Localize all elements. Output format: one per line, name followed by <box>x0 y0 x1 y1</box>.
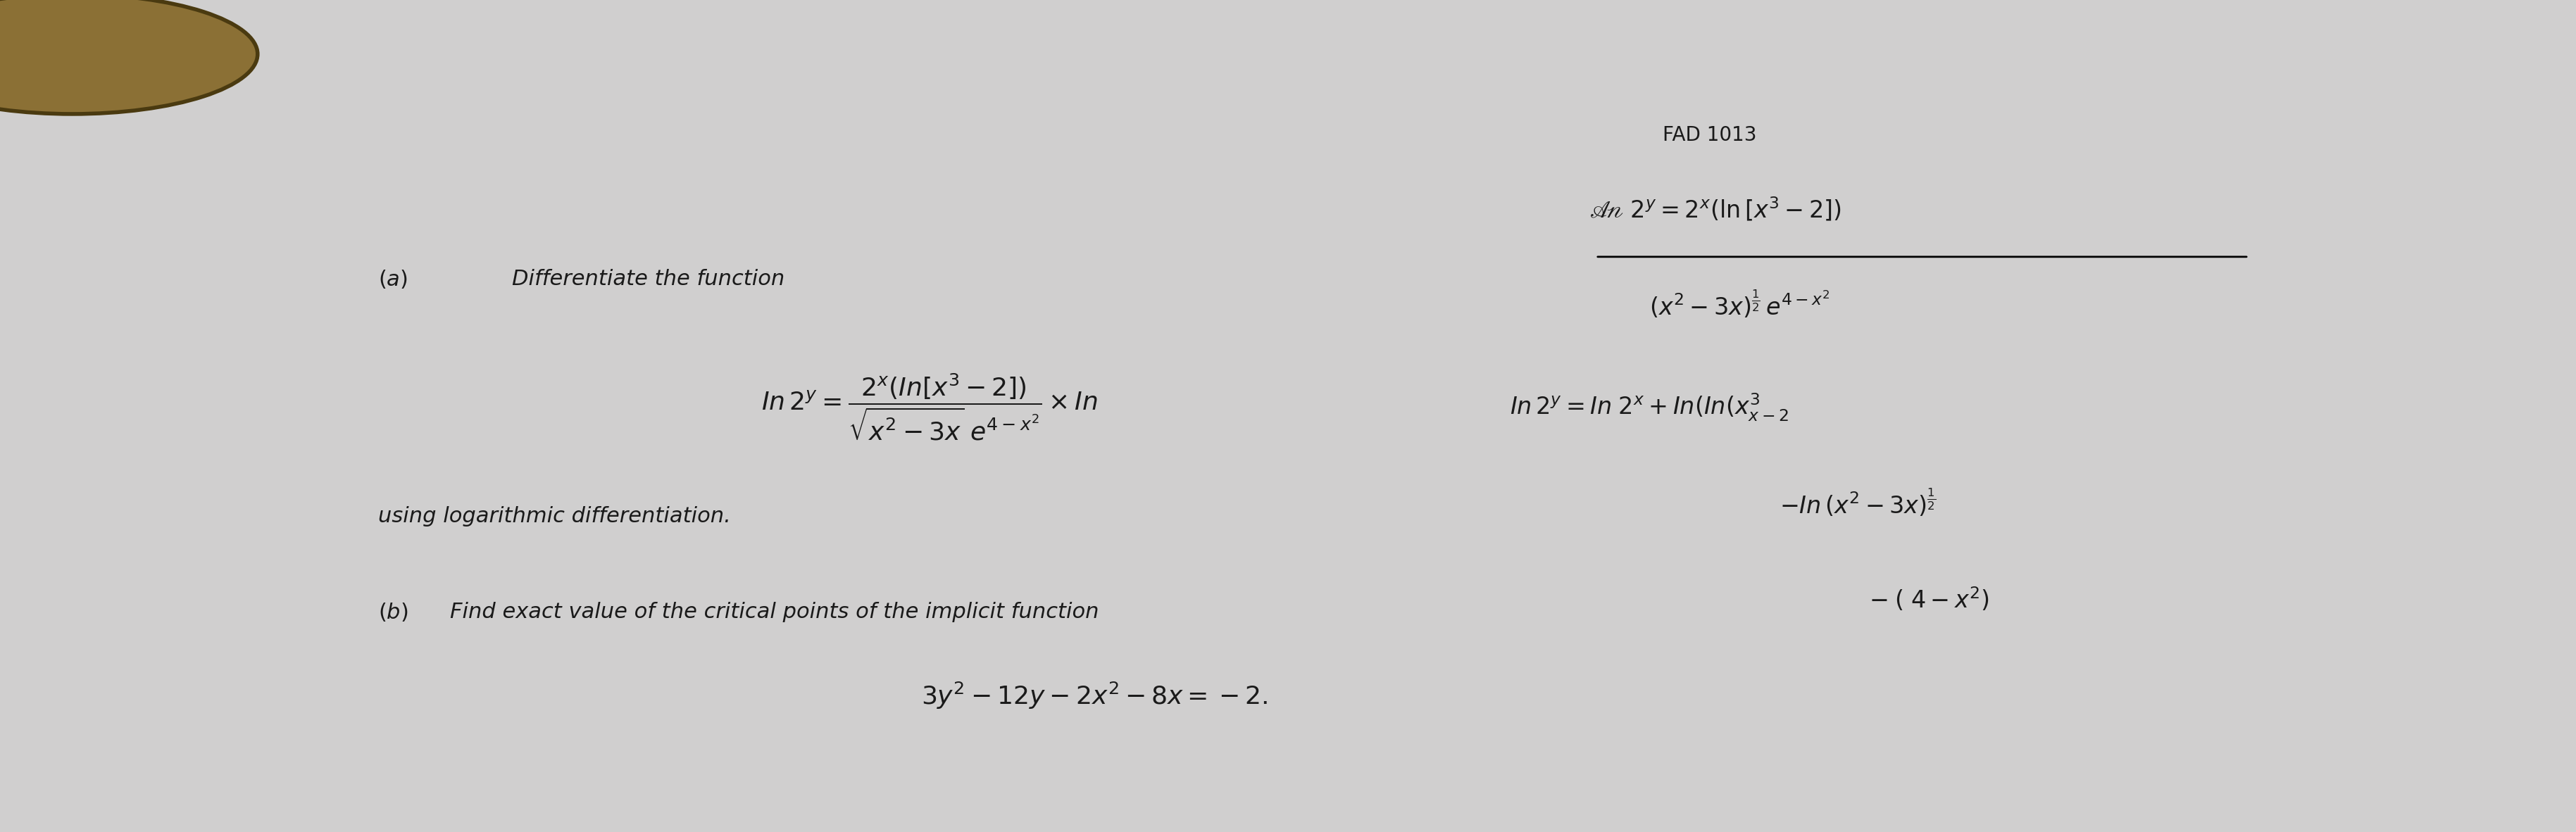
Text: $(x^{2}-3x)^{\frac{1}{2}}\,e^{4-x^{2}}$: $(x^{2}-3x)^{\frac{1}{2}}\,e^{4-x^{2}}$ <box>1649 290 1832 320</box>
Text: Differentiate the function: Differentiate the function <box>513 269 783 290</box>
Text: $(a)$: $(a)$ <box>379 268 407 290</box>
Text: Find exact value of the critical points of the implicit function: Find exact value of the critical points … <box>451 602 1100 622</box>
Text: $-\;(\;4-x^{2})$: $-\;(\;4-x^{2})$ <box>1870 586 1989 613</box>
Text: $-\mathit{In}\,(x^{2}-3x)^{\frac{1}{2}}$: $-\mathit{In}\,(x^{2}-3x)^{\frac{1}{2}}$ <box>1780 488 1937 519</box>
Text: $3y^{2}-12y-2x^{2}-8x=-2.$: $3y^{2}-12y-2x^{2}-8x=-2.$ <box>922 681 1267 711</box>
Text: $\mathit{In}\,2^{y}=\dfrac{2^{x}(\mathit{In}[x^{3}-2])}{\sqrt{x^{2}-3x}\;e^{4-x^: $\mathit{In}\,2^{y}=\dfrac{2^{x}(\mathit… <box>762 372 1097 443</box>
Text: using logarithmic differentiation.: using logarithmic differentiation. <box>379 506 732 527</box>
Text: FAD 1013: FAD 1013 <box>1662 126 1757 145</box>
Circle shape <box>0 0 258 114</box>
Text: $\mathit{In}\,2^{y}=\mathit{In}\;2^{x}+\mathit{In}(\mathit{In}(x_{x-2}^{3}$: $\mathit{In}\,2^{y}=\mathit{In}\;2^{x}+\… <box>1510 392 1788 423</box>
Text: $\mathscr{A\!n}\;2^{y}=2^{x}(\ln\left[x^{3}-2\right])$: $\mathscr{A\!n}\;2^{y}=2^{x}(\ln\left[x^… <box>1589 195 1842 222</box>
Text: $(b)$: $(b)$ <box>379 602 407 623</box>
